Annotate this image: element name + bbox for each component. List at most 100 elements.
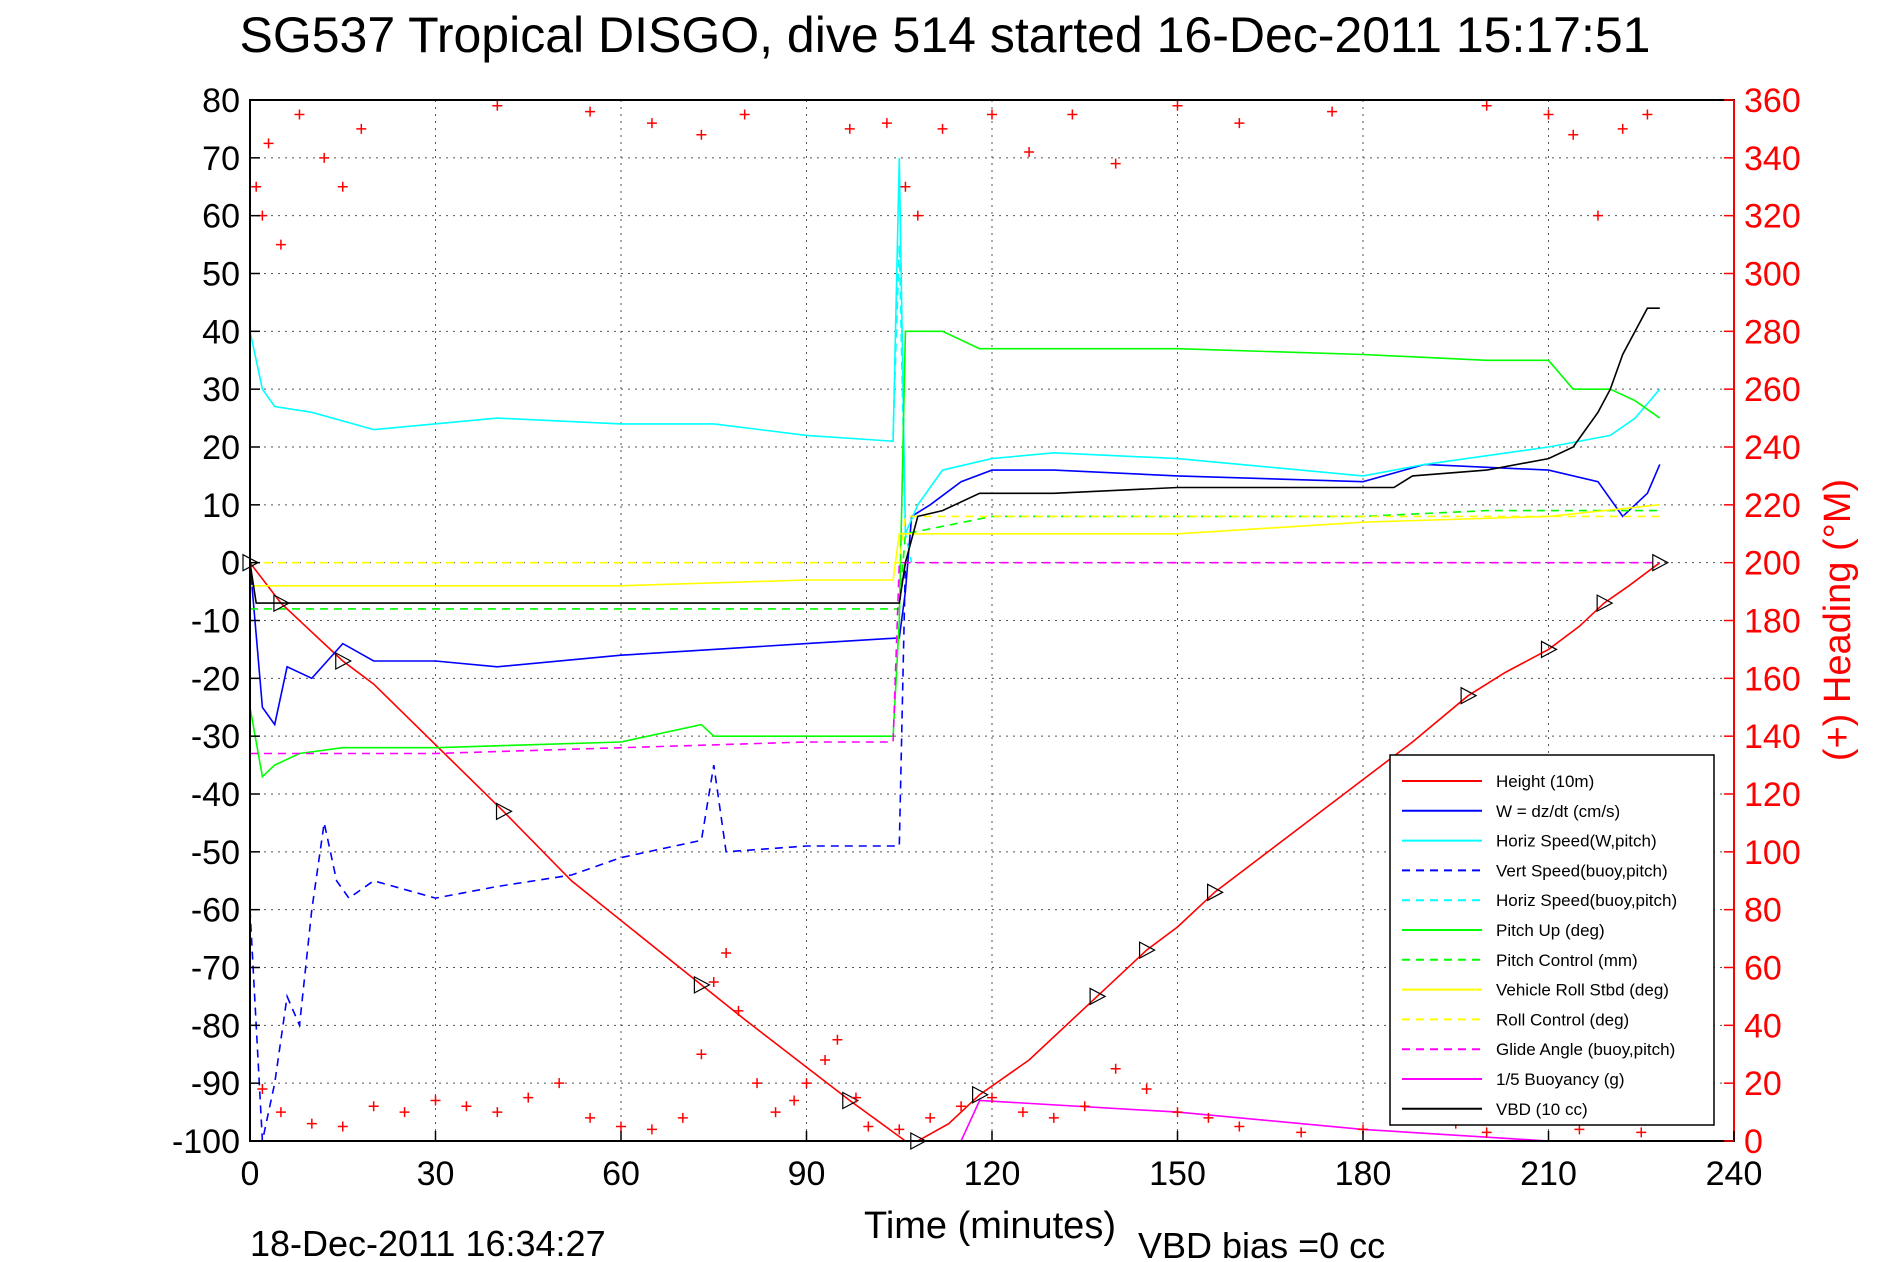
heading-point: [956, 1101, 967, 1112]
heading-markers: [251, 100, 1653, 1138]
heading-point: [1141, 1083, 1152, 1094]
height-marker: [335, 651, 353, 670]
y-axis-ticks: 80 70 60 50 40 30 20 10 0 -10 -20 -30 -40 -50 -60 -70 -8…: [172, 82, 260, 1161]
heading-point: [1079, 1101, 1090, 1112]
legend-label: Horiz Speed(W,pitch): [1496, 832, 1657, 851]
y2-tick-label: 360: [1744, 82, 1801, 120]
heading-point: [461, 1101, 472, 1112]
heading-point: [263, 138, 274, 149]
legend-label: Horiz Speed(buoy,pitch): [1496, 891, 1677, 910]
heading-point: [1481, 100, 1492, 111]
height-marker: [1596, 594, 1614, 613]
y2-tick-label: 260: [1744, 371, 1801, 409]
y2-axis-ticks: 3603403203002802602402202001801601401201…: [1724, 82, 1801, 1161]
x-tick-label: 30: [417, 1155, 455, 1193]
y2-tick-label: 100: [1744, 834, 1801, 872]
x-tick-label: 120: [964, 1155, 1021, 1193]
heading-point: [1110, 1063, 1121, 1074]
series-line-5: [249, 330, 1661, 779]
heading-point: [1642, 109, 1653, 120]
x-tick-label: 60: [602, 1155, 640, 1193]
height-marker: [273, 594, 291, 613]
y-tick-label: -40: [191, 776, 240, 814]
heading-point: [739, 109, 750, 120]
y-tick-label: 70: [202, 140, 240, 178]
y-tick-label: -100: [172, 1123, 240, 1161]
heading-point: [1067, 109, 1078, 120]
legend-box: [1389, 754, 1715, 1126]
heading-point: [1327, 106, 1338, 117]
series-line-2: [249, 157, 1661, 535]
heading-point: [721, 948, 732, 959]
heading-point: [646, 1124, 657, 1135]
legend: Height (10m) W = dz/dt (cm/s) Horiz Speed(…: [1389, 754, 1715, 1126]
y-tick-label: 40: [202, 313, 240, 351]
legend-label: Glide Angle (buoy,pitch): [1496, 1040, 1675, 1059]
height-marker: [1089, 987, 1107, 1006]
legend-label: Roll Control (deg): [1496, 1010, 1629, 1029]
heading-point: [752, 1078, 763, 1089]
heading-point: [616, 1121, 626, 1132]
heading-point: [789, 1095, 800, 1106]
heading-point: [430, 1095, 441, 1106]
y2-tick-label: 120: [1744, 776, 1801, 814]
y2-tick-label: 200: [1744, 545, 1801, 583]
heading-point: [1592, 210, 1603, 221]
y-tick-label: -70: [191, 950, 240, 988]
y-tick-label: -60: [191, 892, 240, 930]
heading-point: [399, 1107, 410, 1118]
vbd-bias-footer: VBD bias =0 cc: [1138, 1225, 1385, 1262]
y-tick-label: 30: [202, 371, 240, 409]
y2-tick-label: 300: [1744, 256, 1801, 294]
legend-items: Height (10m) W = dz/dt (cm/s) Horiz Speed(…: [1402, 772, 1677, 1119]
height-marker: [842, 1091, 860, 1110]
height-marker: [1207, 883, 1224, 902]
height-marker: [693, 975, 711, 994]
heading-point: [863, 1121, 874, 1132]
heading-point: [677, 1112, 688, 1123]
heading-point: [356, 123, 367, 134]
y2-axis-label: (+) Heading (°M): [1817, 479, 1859, 761]
series-line-1: [249, 463, 1661, 727]
timestamp-footer: 18-Dec-2011 16:34:27: [250, 1223, 606, 1262]
heading-point: [696, 129, 707, 140]
heading-point: [1636, 1127, 1647, 1138]
legend-label: Height (10m): [1496, 772, 1594, 791]
y2-tick-label: 60: [1744, 950, 1782, 988]
heading-point: [1296, 1127, 1307, 1138]
legend-label: Pitch Up (deg): [1496, 921, 1605, 940]
heading-point: [585, 1112, 596, 1123]
legend-label: VBD (10 cc): [1496, 1100, 1588, 1119]
heading-point: [319, 152, 330, 163]
y2-tick-label: 280: [1744, 313, 1801, 351]
heading-point: [1172, 1107, 1183, 1118]
heading-point: [585, 106, 596, 117]
heading-point: [306, 1118, 317, 1129]
y2-tick-label: 20: [1744, 1065, 1782, 1103]
heading-point: [294, 109, 305, 120]
height-marker: [972, 1085, 989, 1104]
heading-point: [844, 123, 855, 134]
x-tick-label: 240: [1706, 1155, 1763, 1193]
heading-point: [912, 210, 923, 221]
y-tick-label: 20: [202, 429, 240, 467]
y-tick-label: -30: [191, 718, 240, 756]
y2-tick-label: 180: [1744, 603, 1801, 641]
y2-tick-label: 140: [1744, 718, 1801, 756]
y2-tick-label: 0: [1744, 1123, 1763, 1161]
heading-point: [937, 123, 948, 134]
legend-label: Vert Speed(buoy,pitch): [1496, 861, 1668, 880]
y2-tick-label: 80: [1744, 892, 1782, 930]
heading-point: [275, 239, 286, 250]
heading-point: [832, 1034, 843, 1045]
y2-tick-label: 40: [1744, 1007, 1782, 1045]
chart-title: SG537 Tropical DISGO, dive 514 started 1…: [240, 7, 1651, 63]
heading-point: [1017, 1107, 1028, 1118]
y-tick-label: -80: [191, 1007, 240, 1045]
height-marker: [1138, 941, 1156, 960]
heading-point: [492, 1107, 503, 1118]
series-line-9: [250, 561, 1660, 755]
heading-point: [1172, 100, 1183, 111]
legend-label: Pitch Control (mm): [1496, 951, 1638, 970]
